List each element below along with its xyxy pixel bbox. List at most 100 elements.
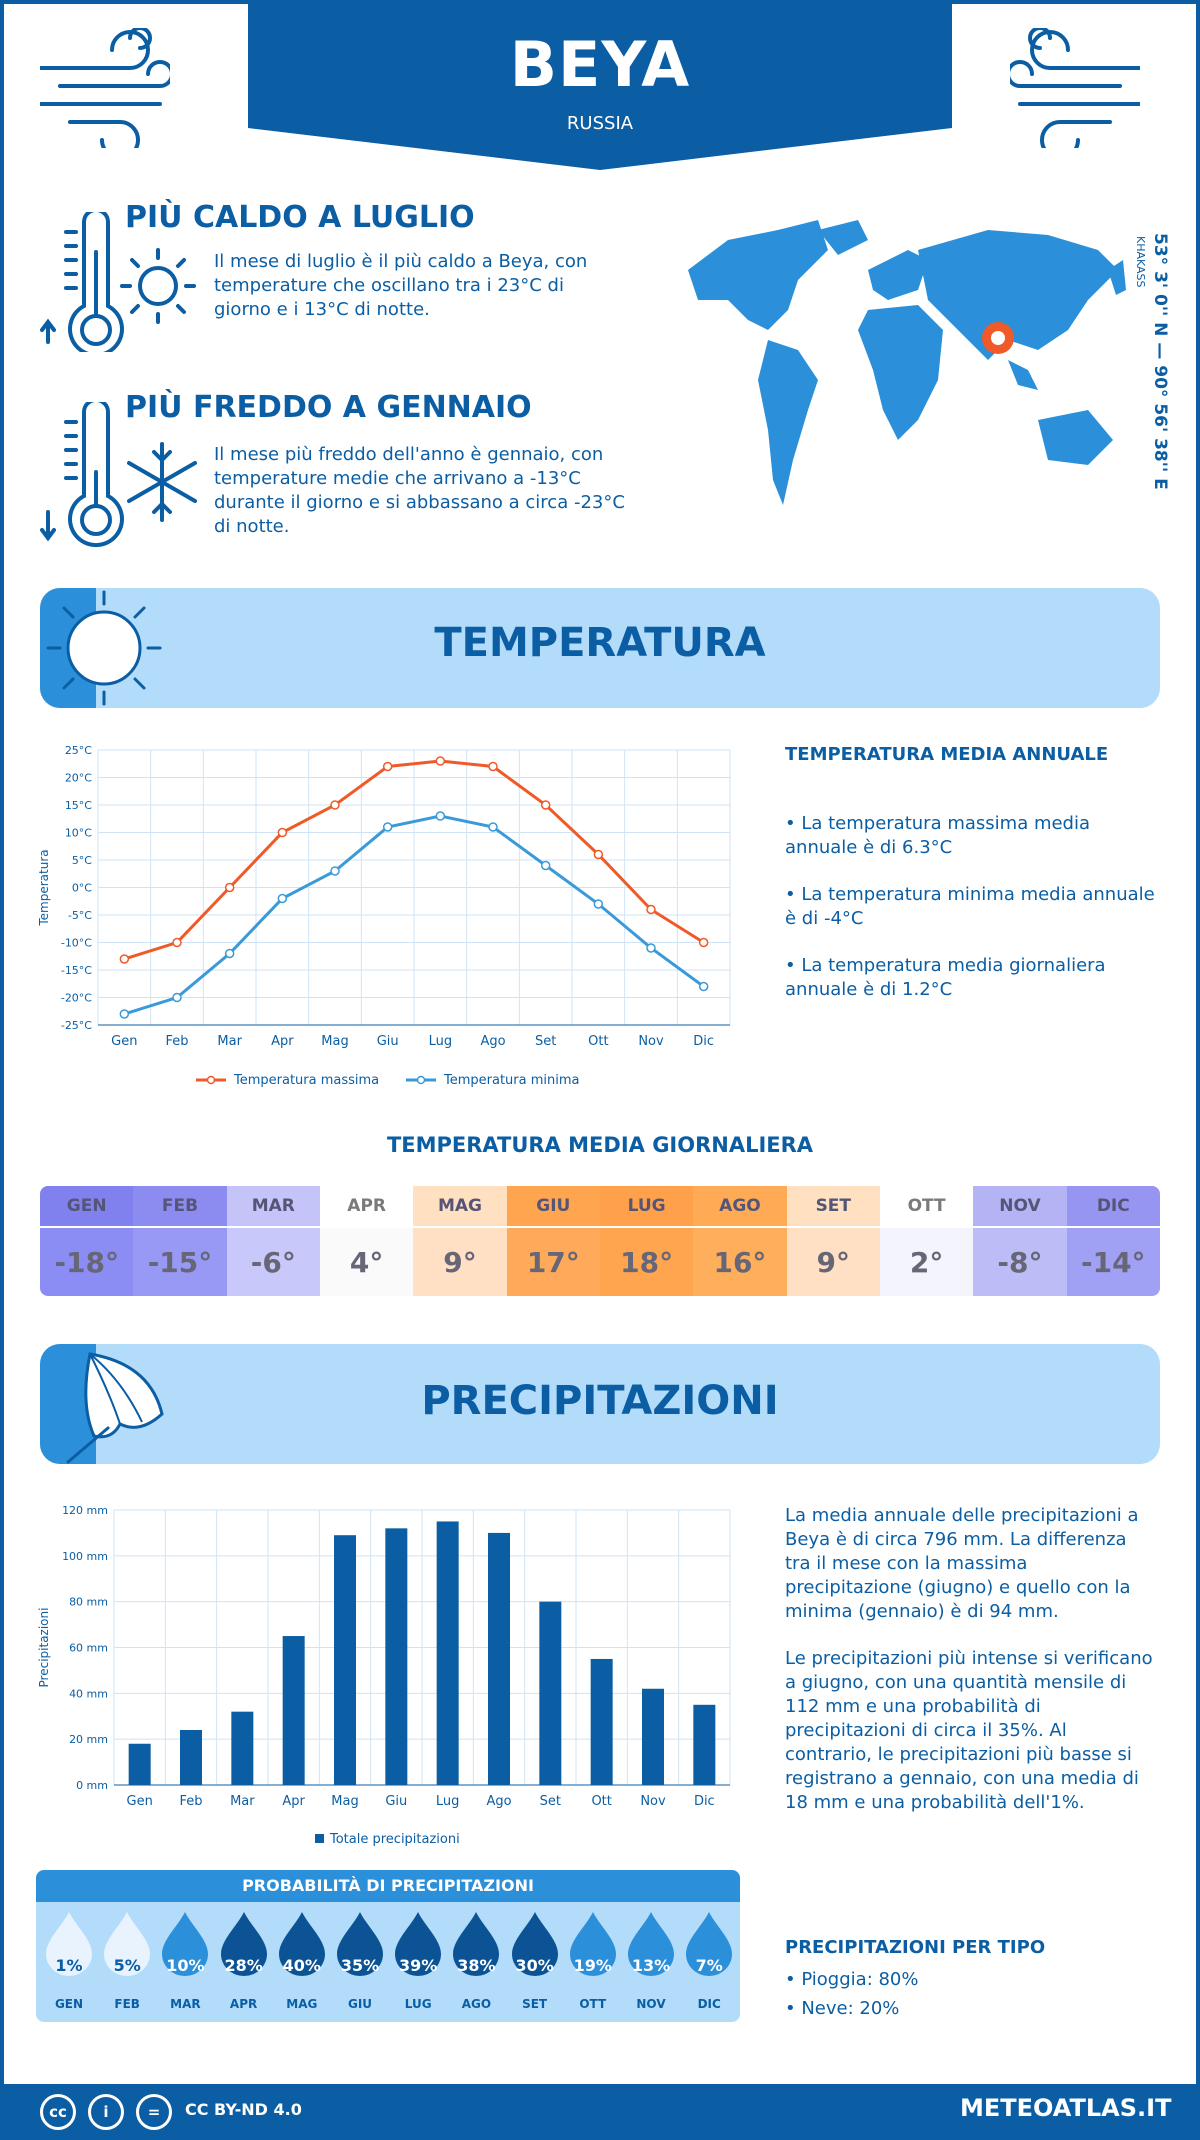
daily-cell: MAG 9° <box>413 1186 507 1296</box>
x-tick-label: Giu <box>385 1794 407 1809</box>
y-tick-label: -20°C <box>61 992 92 1005</box>
precip-prob-value: 39% <box>399 1956 438 1975</box>
data-point <box>488 822 498 832</box>
daily-temp-value: 16° <box>693 1226 787 1296</box>
data-point <box>646 943 656 953</box>
legend-label: Totale precipitazioni <box>329 1832 460 1847</box>
raindrop-shape <box>511 1912 558 1976</box>
x-tick-label: Lug <box>436 1794 460 1809</box>
daily-temp-value: 18° <box>599 1226 694 1296</box>
precip-prob-month: APR <box>229 1997 258 2011</box>
x-tick-label: Ago <box>480 1034 505 1049</box>
raindrop-shape <box>628 1912 674 1976</box>
temperature-banner <box>40 588 1160 708</box>
raindrop-icon <box>220 1912 267 1976</box>
precip-prob-month: FEB <box>114 1997 140 2011</box>
daily-cell: FEB -15° <box>133 1186 227 1296</box>
precip-banner <box>40 1344 1160 1464</box>
x-tick-label: Lug <box>429 1034 453 1049</box>
site-link[interactable]: METEOATLAS.IT <box>960 2094 1172 2122</box>
y-axis-label: Temperatura <box>37 849 51 926</box>
daily-cell: OTT 2° <box>879 1186 974 1296</box>
x-tick-label: Apr <box>271 1034 294 1049</box>
world-map <box>688 220 1126 505</box>
bar <box>180 1730 202 1785</box>
daily-temp-table: GEN -18° FEB -15° MAR -6° APR 4° MAG 9° GIU 17° LUG 1… <box>40 1186 1160 1296</box>
nd-icon: = <box>136 2094 172 2130</box>
coordinates: 53° 3' 0'' N — 90° 56' 38'' E <box>1150 233 1170 490</box>
annual-min-text: • La temperatura minima media annuale è … <box>785 884 1155 929</box>
snow-share: • Neve: 20% <box>785 1998 900 2019</box>
y-tick-label: 15°C <box>65 799 92 812</box>
annual-avg-text: • La temperatura media giornaliera annua… <box>785 955 1106 1000</box>
data-point <box>224 948 235 959</box>
precip-prob-value: 1% <box>55 1956 83 1975</box>
precip-chart: 120 mm 100 mm 80 mm 60 mm 40 mm 20 mm 0 mm Gen F… <box>37 1504 731 1847</box>
raindrop-icon <box>278 1912 325 1976</box>
y-tick-label: 5°C <box>72 854 92 867</box>
precip-prob-month: MAG <box>286 1997 318 2011</box>
x-tick-label: Feb <box>179 1794 202 1809</box>
daily-month-label: MAG <box>413 1186 507 1226</box>
raindrop-icon <box>686 1912 733 1976</box>
raindrop-shape <box>569 1912 616 1976</box>
city-title: BEYA <box>509 28 691 101</box>
data-point <box>382 822 393 832</box>
umbrella-icon <box>66 1352 164 1464</box>
warmest-title: PIÙ CALDO A LUGLIO <box>125 200 475 235</box>
raindrop-shape <box>162 1912 209 1976</box>
x-tick-label: Set <box>535 1034 556 1049</box>
precip-prob-month: AGO <box>461 1997 492 2011</box>
y-tick-label: 25°C <box>65 744 92 757</box>
daily-month-label: GIU <box>506 1186 600 1226</box>
y-tick-label: -15°C <box>61 964 92 977</box>
daily-temp-value: 9° <box>786 1226 880 1296</box>
raindrop-shape <box>220 1912 267 1976</box>
y-tick-label: 20 mm <box>69 1733 108 1746</box>
by-icon: i <box>88 2094 124 2130</box>
coldest-text: Il mese più freddo dell'anno è gennaio, … <box>214 444 625 537</box>
x-tick-label: Mag <box>321 1034 348 1049</box>
daily-cell: LUG 18° <box>599 1186 694 1296</box>
x-tick-label: Nov <box>638 1034 664 1049</box>
precip-prob-month: SET <box>522 1997 548 2011</box>
daily-temp-value: 17° <box>506 1226 600 1296</box>
precip-summary: La media annuale delle precipitazioni a … <box>785 1505 1139 1622</box>
daily-temp-value: -18° <box>40 1226 134 1296</box>
x-tick-label: Ago <box>486 1794 511 1809</box>
data-point <box>435 811 446 821</box>
raindrop-shape <box>395 1912 442 1976</box>
daily-cell: GEN -18° <box>40 1186 134 1296</box>
daily-month-label: MAR <box>226 1186 320 1226</box>
y-tick-label: 0°C <box>72 882 92 895</box>
raindrop-shape <box>104 1912 151 1976</box>
precip-prob-month: OTT <box>579 1997 607 2011</box>
x-tick-label: Gen <box>127 1794 153 1809</box>
country-subtitle: RUSSIA <box>566 113 634 134</box>
precip-prob-month: NOV <box>636 1997 666 2011</box>
rain-share: • Pioggia: 80% <box>785 1969 919 1990</box>
bar <box>282 1636 305 1785</box>
raindrop-shape <box>453 1912 500 1976</box>
data-point <box>224 882 235 893</box>
thermometer-cold-icon <box>40 402 197 547</box>
y-tick-label: 40 mm <box>69 1687 108 1700</box>
precip-detail: Le precipitazioni più intense si verific… <box>785 1648 1153 1813</box>
y-tick-label: 0 mm <box>76 1779 108 1792</box>
daily-temp-value: -15° <box>133 1226 227 1296</box>
data-point <box>382 761 393 772</box>
precip-prob-value: 35% <box>340 1956 380 1975</box>
thermometer-hot-icon <box>40 212 196 352</box>
raindrop-icon <box>569 1912 616 1976</box>
license-text: CC BY-ND 4.0 <box>185 2100 302 2119</box>
bar <box>642 1688 664 1785</box>
bar <box>334 1535 356 1785</box>
data-point <box>488 761 498 772</box>
coldest-title: PIÙ FREDDO A GENNAIO <box>125 390 532 425</box>
x-tick-label: Mag <box>331 1794 358 1809</box>
precip-prob-value: 10% <box>166 1956 205 1975</box>
daily-temp-value: 4° <box>319 1226 414 1296</box>
daily-cell: MAR -6° <box>226 1186 320 1296</box>
daily-month-label: LUG <box>599 1186 694 1226</box>
daily-cell: APR 4° <box>319 1186 414 1296</box>
